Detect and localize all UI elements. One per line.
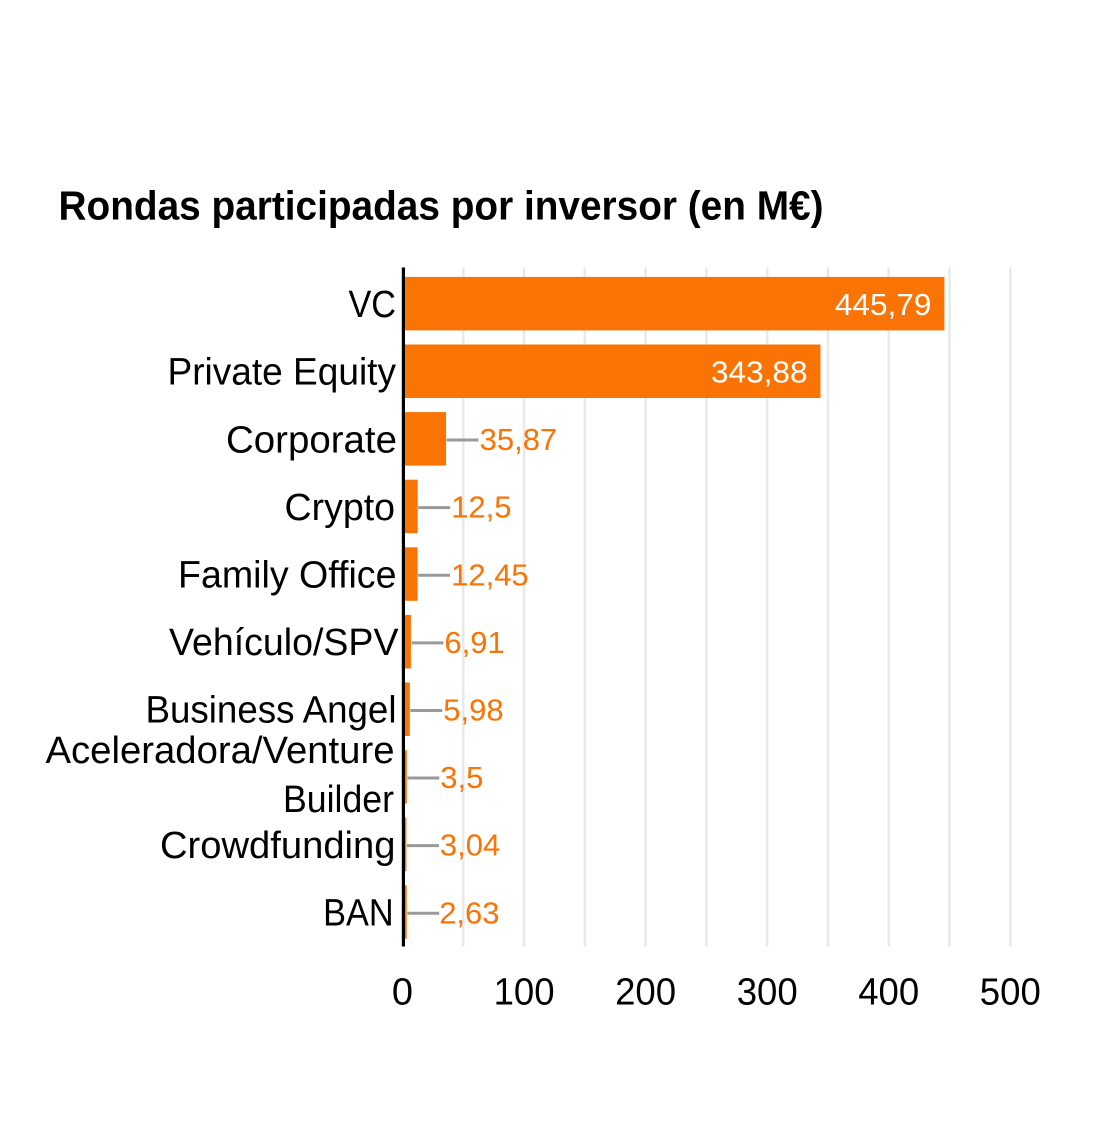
svg-text:0: 0 [392, 971, 413, 1013]
svg-text:12,5: 12,5 [451, 490, 511, 525]
svg-text:Business Angel: Business Angel [146, 690, 397, 732]
svg-text:2,63: 2,63 [439, 895, 499, 930]
svg-text:35,87: 35,87 [480, 422, 558, 457]
svg-text:300: 300 [737, 971, 798, 1013]
svg-text:400: 400 [858, 971, 919, 1013]
svg-text:VC: VC [349, 284, 397, 326]
svg-text:Corporate: Corporate [226, 419, 397, 461]
svg-text:5,98: 5,98 [443, 692, 503, 727]
svg-text:100: 100 [494, 971, 555, 1013]
svg-text:BAN: BAN [323, 892, 394, 934]
svg-text:6,91: 6,91 [444, 625, 504, 660]
svg-text:Crowdfunding: Crowdfunding [160, 825, 396, 867]
svg-text:3,04: 3,04 [440, 828, 500, 863]
svg-text:Private Equity: Private Equity [168, 352, 397, 394]
svg-text:343,88: 343,88 [711, 354, 808, 389]
svg-text:Builder: Builder [283, 779, 394, 821]
svg-text:Crypto: Crypto [285, 487, 396, 529]
svg-text:12,45: 12,45 [451, 557, 529, 592]
svg-text:Aceleradora/Venture: Aceleradora/Venture [46, 730, 395, 772]
svg-text:500: 500 [980, 971, 1041, 1013]
svg-text:3,5: 3,5 [440, 760, 483, 795]
svg-text:200: 200 [615, 971, 676, 1013]
svg-text:445,79: 445,79 [835, 287, 932, 322]
svg-text:Vehículo/SPV: Vehículo/SPV [169, 622, 399, 664]
svg-text:Rondas participadas por invers: Rondas participadas por inversor (en M€) [59, 182, 824, 228]
svg-text:Family Office: Family Office [178, 554, 397, 596]
